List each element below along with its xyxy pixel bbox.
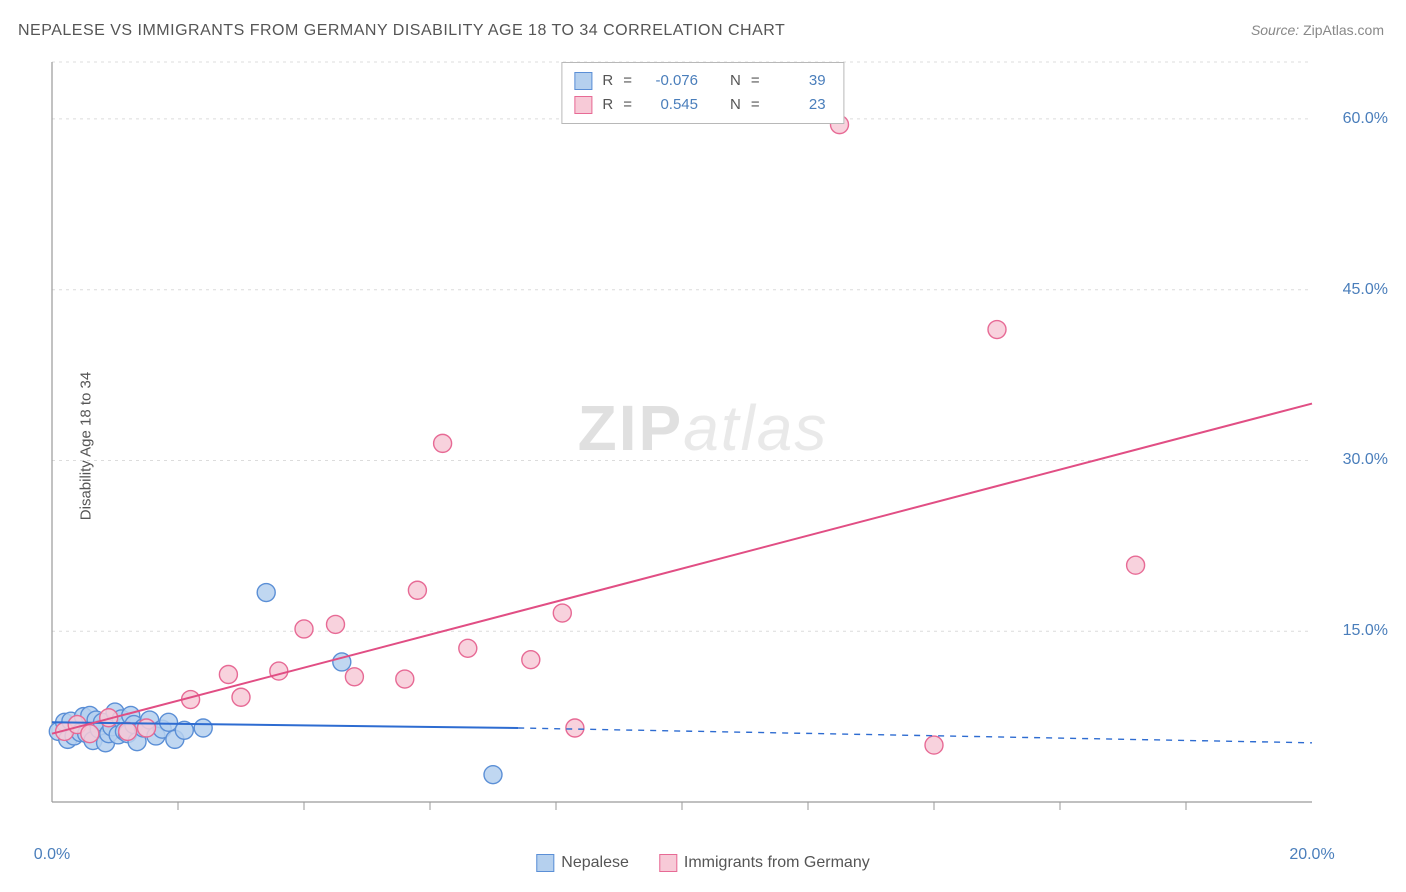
legend-label-germany: Immigrants from Germany xyxy=(684,854,870,872)
page-title: NEPALESE VS IMMIGRANTS FROM GERMANY DISA… xyxy=(18,22,785,40)
swatch-germany xyxy=(574,96,592,114)
r-value-nepalese: -0.076 xyxy=(642,69,698,93)
r-label: R xyxy=(602,69,613,93)
source-attribution: Source: ZipAtlas.com xyxy=(1251,22,1384,38)
y-tick-label: 45.0% xyxy=(1343,281,1388,299)
n-label: N xyxy=(730,93,741,117)
n-value-nepalese: 39 xyxy=(770,69,826,93)
stats-row-nepalese: R = -0.076 N = 39 xyxy=(574,69,825,93)
source-label: Source: xyxy=(1251,22,1299,38)
n-value-germany: 23 xyxy=(770,93,826,117)
legend-label-nepalese: Nepalese xyxy=(561,854,629,872)
legend-item-germany: Immigrants from Germany xyxy=(659,854,870,872)
r-label: R xyxy=(602,93,613,117)
n-label: N xyxy=(730,69,741,93)
stats-legend: R = -0.076 N = 39 R = 0.545 N = 23 xyxy=(561,62,844,124)
y-tick-label: 60.0% xyxy=(1343,110,1388,128)
r-value-germany: 0.545 xyxy=(642,93,698,117)
scatter-plot xyxy=(48,58,1316,832)
equals: = xyxy=(623,69,632,93)
legend-item-nepalese: Nepalese xyxy=(536,854,629,872)
equals: = xyxy=(751,93,760,117)
y-tick-label: 30.0% xyxy=(1343,451,1388,469)
swatch-nepalese xyxy=(574,72,592,90)
legend-swatch-nepalese xyxy=(536,854,554,872)
series-legend: Nepalese Immigrants from Germany xyxy=(536,854,869,872)
chart-area xyxy=(48,58,1316,832)
x-tick-label: 0.0% xyxy=(34,846,70,864)
equals: = xyxy=(623,93,632,117)
x-tick-label: 20.0% xyxy=(1289,846,1334,864)
y-tick-label: 15.0% xyxy=(1343,622,1388,640)
legend-swatch-germany xyxy=(659,854,677,872)
stats-row-germany: R = 0.545 N = 23 xyxy=(574,93,825,117)
source-name: ZipAtlas.com xyxy=(1303,22,1384,38)
equals: = xyxy=(751,69,760,93)
